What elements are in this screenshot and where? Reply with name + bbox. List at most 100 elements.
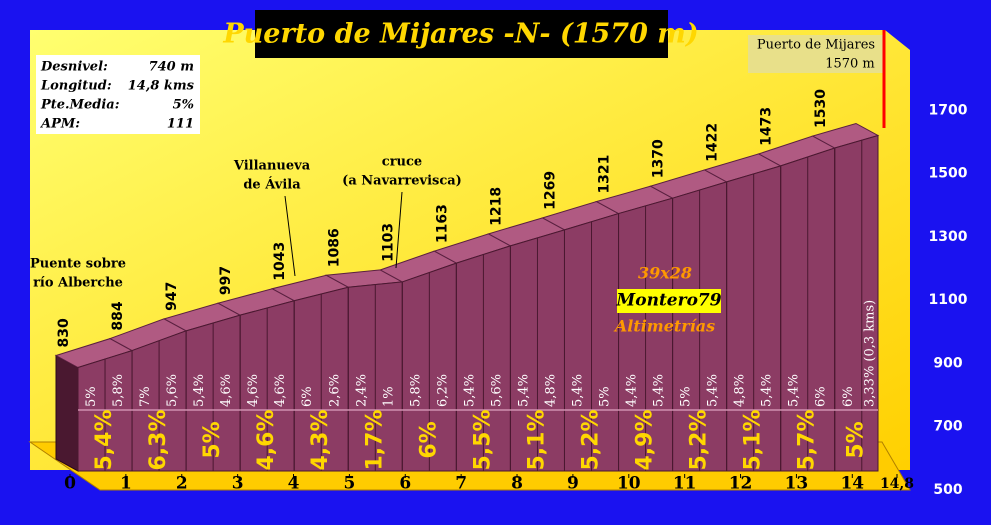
elevation-label: 1422 — [705, 123, 721, 162]
summit-name: Puerto de Mijares — [757, 38, 875, 53]
x-tick-label: 14,8 — [880, 476, 914, 492]
elevation-label: 947 — [164, 282, 180, 311]
chart-title: Puerto de Mijares -N- (1570 m) — [222, 19, 698, 50]
elevation-label: 884 — [110, 301, 126, 330]
km-gradient: 4,9% — [633, 409, 658, 470]
annotation: cruce — [382, 155, 422, 170]
stat-value: 5% — [173, 98, 194, 113]
elevation-label: 1370 — [651, 139, 667, 178]
y-tick-label: 1100 — [929, 292, 968, 308]
elevation-label: 830 — [56, 318, 72, 347]
x-tick-label: 12 — [729, 474, 753, 494]
km-gradient: 5,5% — [470, 409, 495, 470]
km-gradient: 5,7% — [795, 409, 820, 470]
plot: 5% 5,8% 7% 5,6% 5,4% 4,6% 4,6% 4,6% 6% 2,6% 2,4% 1%… — [54, 122, 880, 472]
y-tick-label: 900 — [933, 355, 962, 371]
km-gradient: 5,2% — [579, 409, 604, 470]
km-gradient: 1,7% — [362, 409, 387, 470]
elevation-label: 1163 — [434, 204, 450, 243]
annotation: Puente sobre — [30, 257, 126, 272]
half-km-gradient: 4,6% — [246, 374, 261, 407]
elevation-label: 997 — [218, 266, 234, 295]
stat-value: 111 — [167, 117, 194, 132]
half-km-gradient: 5% — [679, 386, 694, 407]
x-tick-label: 7 — [455, 474, 467, 494]
half-km-gradient: 5,4% — [706, 374, 721, 407]
y-tick-label: 1300 — [929, 229, 968, 245]
x-tick-label: 3 — [232, 474, 244, 494]
half-km-gradient: 6% — [300, 386, 315, 407]
km-gradient: 5,1% — [524, 409, 549, 470]
y-tick-label: 700 — [933, 419, 962, 435]
half-km-gradient: 1% — [381, 386, 396, 407]
elevation-label: 1473 — [759, 107, 775, 146]
annotation: de Ávila — [243, 177, 301, 193]
half-km-gradient: 3,33% (0,3 kms) — [862, 300, 877, 407]
km-gradient: 5,1% — [741, 409, 766, 470]
half-km-gradient: 2,6% — [327, 374, 342, 407]
summit-elevation: 1570 m — [825, 57, 875, 72]
x-tick-label: 2 — [176, 474, 188, 494]
elevation-label: 1269 — [542, 171, 558, 210]
profile-side — [55, 354, 79, 472]
half-km-gradient: 4,8% — [543, 374, 558, 407]
x-tick-label: 9 — [567, 474, 579, 494]
x-tick-label: 5 — [343, 474, 355, 494]
half-km-gradient: 5,4% — [652, 374, 667, 407]
x-tick-label: 6 — [399, 474, 411, 494]
annotation-leader — [395, 191, 403, 269]
annotation: Villanueva — [233, 159, 311, 174]
x-tick-label: 10 — [617, 474, 641, 494]
km-gradient: 5,2% — [687, 409, 712, 470]
stat-value: 740 m — [149, 60, 194, 75]
y-tick-label: 1700 — [929, 102, 968, 118]
half-km-gradient: 5% — [598, 386, 613, 407]
y-tick-label: 500 — [933, 482, 962, 498]
half-km-gradient: 5,6% — [165, 374, 180, 407]
x-tick-label: 1 — [120, 474, 132, 494]
annotation: (a Navarrevisca) — [342, 174, 462, 189]
km-gradient: 6% — [416, 421, 441, 458]
elevation-label: 1086 — [326, 228, 342, 267]
elevation-label: 1530 — [813, 89, 829, 128]
y-tick-label: 1500 — [929, 166, 968, 182]
watermark-size: 39x28 — [638, 264, 692, 283]
x-tick-label: 0 — [64, 474, 76, 494]
half-km-gradient: 5,4% — [760, 374, 775, 407]
half-km-gradient: 2,4% — [354, 374, 369, 407]
half-km-gradient: 6,2% — [435, 374, 450, 407]
watermark-author: Montero79 — [615, 291, 721, 311]
stat-label: Pte.Media: — [40, 98, 120, 113]
x-tick-label: 14 — [840, 474, 864, 494]
stat-label: APM: — [39, 117, 80, 132]
stat-label: Desnivel: — [40, 60, 108, 75]
half-km-gradient: 5,6% — [489, 374, 504, 407]
x-tick-label: 13 — [785, 474, 809, 494]
annotation: río Alberche — [33, 276, 123, 291]
elevation-label: 1103 — [380, 223, 396, 262]
km-gradient: 5% — [200, 421, 225, 458]
stat-value: 14,8 kms — [128, 79, 195, 94]
title-box — [255, 10, 668, 58]
half-km-gradient: 6% — [814, 386, 829, 407]
half-km-gradient: 6% — [841, 386, 856, 407]
km-gradient: 6,3% — [146, 409, 171, 470]
half-km-gradient: 5,4% — [462, 374, 477, 407]
x-tick-label: 4 — [288, 474, 300, 494]
x-tick-label: 8 — [511, 474, 523, 494]
half-km-gradient: 4,6% — [219, 374, 234, 407]
watermark-box — [617, 289, 721, 313]
annotation-leader — [284, 195, 296, 277]
half-km-gradient: 5,4% — [516, 374, 531, 407]
half-km-gradient: 4,4% — [625, 374, 640, 407]
half-km-gradient: 5,4% — [571, 374, 586, 407]
half-km-gradient: 5,4% — [787, 374, 802, 407]
x-tick-label: 11 — [673, 474, 697, 494]
elevation-label: 1218 — [488, 187, 504, 226]
half-km-gradient: 4,6% — [273, 374, 288, 407]
km-gradient: 5,4% — [92, 409, 117, 470]
half-km-gradient: 5,8% — [408, 374, 423, 407]
km-gradient: 4,6% — [254, 409, 279, 470]
stats-box — [36, 55, 200, 134]
